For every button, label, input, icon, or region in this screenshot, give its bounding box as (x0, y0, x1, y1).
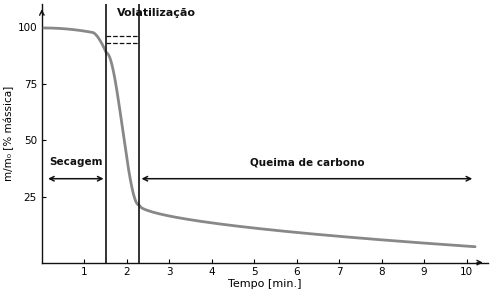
Y-axis label: m/m₀ [% mássica]: m/m₀ [% mássica] (4, 86, 15, 181)
Text: Volatilização: Volatilização (117, 8, 196, 18)
Text: Secagem: Secagem (49, 157, 102, 167)
Text: Queima de carbono: Queima de carbono (249, 157, 364, 167)
X-axis label: Tempo [min.]: Tempo [min.] (228, 279, 302, 289)
